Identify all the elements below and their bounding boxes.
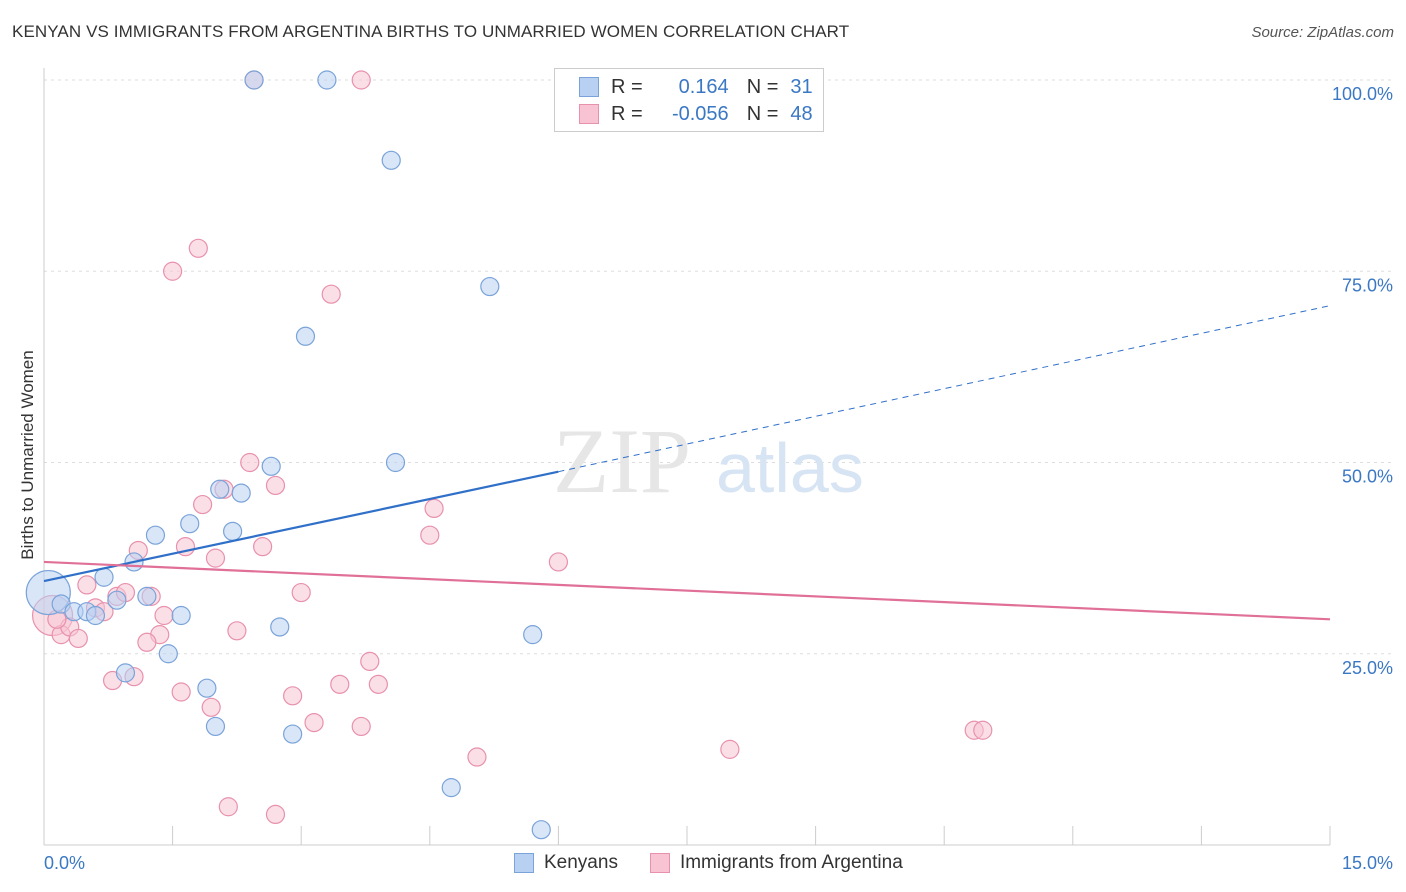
point-kenyans — [107, 590, 127, 610]
point-argentina — [720, 739, 740, 759]
legend-row-kenyans: R = 0.164 N = 31 — [579, 75, 813, 99]
y-tick-label: 50.0% — [1342, 467, 1393, 487]
point-kenyans — [441, 778, 461, 798]
point-argentina — [360, 651, 380, 672]
point-kenyans — [197, 678, 217, 698]
point-kenyans — [244, 70, 264, 90]
point-argentina — [368, 674, 388, 694]
point-argentina — [351, 716, 371, 737]
point-kenyans — [283, 724, 303, 744]
watermark: ZIP atlas — [553, 410, 864, 512]
point-kenyans — [205, 716, 226, 737]
point-argentina — [137, 632, 157, 652]
point-argentina — [205, 548, 226, 568]
point-argentina — [420, 525, 440, 545]
legend-r-value-argentina: -0.056 — [671, 102, 729, 125]
legend-swatch-pink — [579, 104, 599, 124]
legend-r-label: R = — [611, 75, 643, 98]
axes — [43, 68, 1331, 846]
watermark-zip: ZIP — [553, 410, 691, 512]
point-argentina — [253, 537, 273, 557]
point-argentina — [424, 498, 444, 518]
point-kenyans — [295, 326, 316, 346]
legend-item-kenyans: Kenyans — [514, 852, 618, 874]
point-argentina — [227, 621, 247, 641]
tick-labels: 25.0% 50.0% 75.0% 100.0% 0.0% 15.0% — [44, 84, 1393, 873]
legend-swatch-kenyans — [514, 853, 534, 873]
trend-line-argentina — [43, 560, 1331, 621]
chart-source: Source: ZipAtlas.com — [1251, 24, 1394, 41]
point-argentina — [548, 552, 569, 572]
legend-label-kenyans: Kenyans — [544, 852, 618, 873]
watermark-atlas: atlas — [716, 429, 864, 507]
point-kenyans — [223, 521, 243, 541]
point-argentina — [467, 747, 487, 767]
y-tick-label: 75.0% — [1342, 275, 1393, 295]
point-kenyans — [180, 514, 200, 534]
point-kenyans — [171, 605, 191, 626]
point-argentina — [321, 284, 341, 304]
point-kenyans — [531, 820, 551, 840]
y-tick-label: 100.0% — [1332, 84, 1393, 104]
legend-r-label: R = — [611, 102, 643, 125]
point-argentina — [351, 70, 371, 90]
chart-title: KENYAN VS IMMIGRANTS FROM ARGENTINA BIRT… — [12, 22, 850, 41]
point-argentina — [193, 494, 213, 515]
point-argentina — [330, 674, 350, 694]
point-kenyans — [231, 483, 251, 503]
point-kenyans — [115, 663, 136, 683]
legend-r-value-kenyans: 0.164 — [678, 75, 729, 98]
trend-line-kenyans — [43, 470, 559, 583]
legend-item-argentina: Immigrants from Argentina — [649, 852, 903, 874]
points-immigrants-argentina — [31, 70, 993, 825]
point-argentina — [265, 475, 286, 496]
point-argentina — [265, 804, 286, 825]
point-kenyans — [94, 567, 114, 587]
point-kenyans — [158, 644, 178, 664]
stats-legend: R = 0.164 N = 31 R = -0.056 N = 48 — [554, 68, 824, 132]
legend-n-label: N = — [746, 102, 779, 125]
legend-swatch-argentina — [649, 853, 670, 873]
y-tick-label: 25.0% — [1342, 658, 1393, 678]
point-argentina — [304, 712, 324, 733]
legend-row-argentina: R = -0.056 N = 48 — [579, 102, 813, 126]
series-legend: Kenyans Immigrants from Argentina — [514, 852, 935, 874]
point-kenyans — [85, 605, 106, 626]
grid-lines — [44, 79, 1395, 655]
point-argentina — [973, 720, 993, 740]
x-tick-label-max: 15.0% — [1342, 853, 1393, 873]
point-argentina — [171, 682, 191, 702]
point-kenyans — [385, 452, 406, 473]
points-kenyans — [25, 70, 551, 840]
point-kenyans — [137, 586, 157, 606]
point-argentina — [218, 797, 238, 817]
point-kenyans — [523, 625, 543, 645]
point-argentina — [291, 582, 311, 603]
y-axis-label: Births to Unmarried Women — [18, 350, 37, 559]
point-kenyans — [270, 617, 290, 637]
legend-n-value-argentina: 48 — [790, 102, 813, 125]
point-argentina — [201, 697, 221, 717]
point-argentina — [163, 261, 183, 281]
point-argentina — [240, 452, 260, 473]
point-argentina — [154, 605, 174, 626]
point-kenyans — [317, 70, 337, 90]
point-argentina — [283, 686, 303, 706]
trend-lines — [43, 305, 1331, 621]
point-kenyans — [145, 525, 166, 545]
legend-n-value-kenyans: 31 — [790, 75, 813, 98]
point-argentina — [188, 238, 208, 258]
point-argentina — [68, 628, 88, 649]
legend-label-argentina: Immigrants from Argentina — [679, 852, 903, 873]
point-kenyans — [480, 276, 500, 297]
point-kenyans — [381, 150, 401, 170]
point-kenyans — [261, 456, 281, 476]
legend-swatch-blue — [579, 77, 599, 97]
point-kenyans — [210, 479, 230, 499]
x-tick-label-min: 0.0% — [44, 853, 85, 873]
legend-n-label: N = — [746, 75, 779, 98]
point-argentina — [77, 575, 97, 595]
